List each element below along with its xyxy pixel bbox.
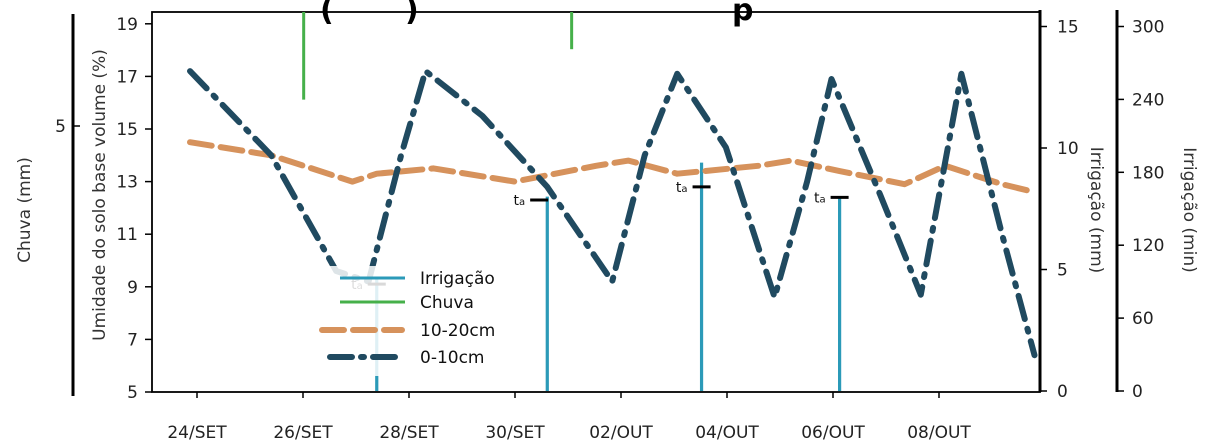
lines-layer (187, 68, 1038, 359)
ta-label: ta (676, 180, 688, 196)
y-mm-tick-label: 5 (1057, 261, 1068, 281)
ta-label: ta (514, 193, 526, 209)
y-left-tick-label: 11 (116, 225, 138, 245)
x-tick-label: 26/SET (273, 423, 333, 443)
y-axis-label-irrigacao-mm: Irrigação (mm) (1086, 147, 1106, 274)
y-axis-label-chuva: Chuva (mm) (15, 157, 35, 263)
y-left-tick-label: 9 (127, 278, 138, 298)
y-min-tick-label: 120 (1132, 236, 1164, 256)
legend-label-irrigacao: Irrigação (420, 269, 495, 289)
x-tick-label: 08/OUT (907, 423, 971, 443)
ta-label: ta (814, 190, 826, 206)
x-tick-label: 04/OUT (695, 423, 759, 443)
title-fragment-1: ( (320, 0, 334, 28)
legend-label-0-10cm: 0-10cm (420, 348, 485, 368)
y-min-tick-label: 60 (1132, 309, 1154, 329)
y-left-tick-label: 13 (116, 173, 138, 193)
plot-frame (151, 11, 1041, 393)
title-fragment-2: ) (405, 0, 419, 28)
legend-label-10-20cm: 10-20cm (420, 321, 495, 341)
ticks-layer: 579111315171951005101506012018024030024/… (55, 15, 1164, 443)
x-tick-label: 06/OUT (801, 423, 865, 443)
series-10-20cm-line (187, 139, 1038, 196)
y-chuva-tick-label: 5 (55, 117, 66, 137)
y-mm-tick-label: 15 (1057, 18, 1079, 38)
chart-title-fragments: ( ) p (320, 0, 753, 28)
y-min-tick-label: 300 (1132, 18, 1164, 38)
y-left-tick-label: 17 (116, 67, 138, 87)
title-fragment-3: p (732, 0, 753, 28)
y-mm-tick-label: 0 (1057, 382, 1068, 402)
y-left-tick-label: 5 (127, 383, 138, 403)
y-left-tick-label: 15 (116, 120, 138, 140)
y-min-tick-label: 0 (1132, 382, 1143, 402)
x-tick-label: 30/SET (485, 423, 545, 443)
y-axis-label-umidade: Umidade do solo base volume (%) (90, 49, 110, 341)
legend-label-chuva: Chuva (420, 293, 474, 313)
legend: Irrigação Chuva 10-20cm 0-10cm (316, 266, 516, 376)
y-mm-tick-label: 10 (1057, 139, 1079, 159)
x-tick-label: 28/SET (379, 423, 439, 443)
y-min-tick-label: 180 (1132, 163, 1164, 183)
x-tick-label: 24/SET (167, 423, 227, 443)
series-0-10cm-line (187, 68, 1038, 359)
x-tick-label: 02/OUT (589, 423, 653, 443)
y-left-tick-label: 7 (127, 330, 138, 350)
y-axis-label-irrigacao-min: Irrigação (min) (1179, 147, 1199, 273)
y-left-tick-label: 19 (116, 15, 138, 35)
y-min-tick-label: 240 (1132, 90, 1164, 110)
